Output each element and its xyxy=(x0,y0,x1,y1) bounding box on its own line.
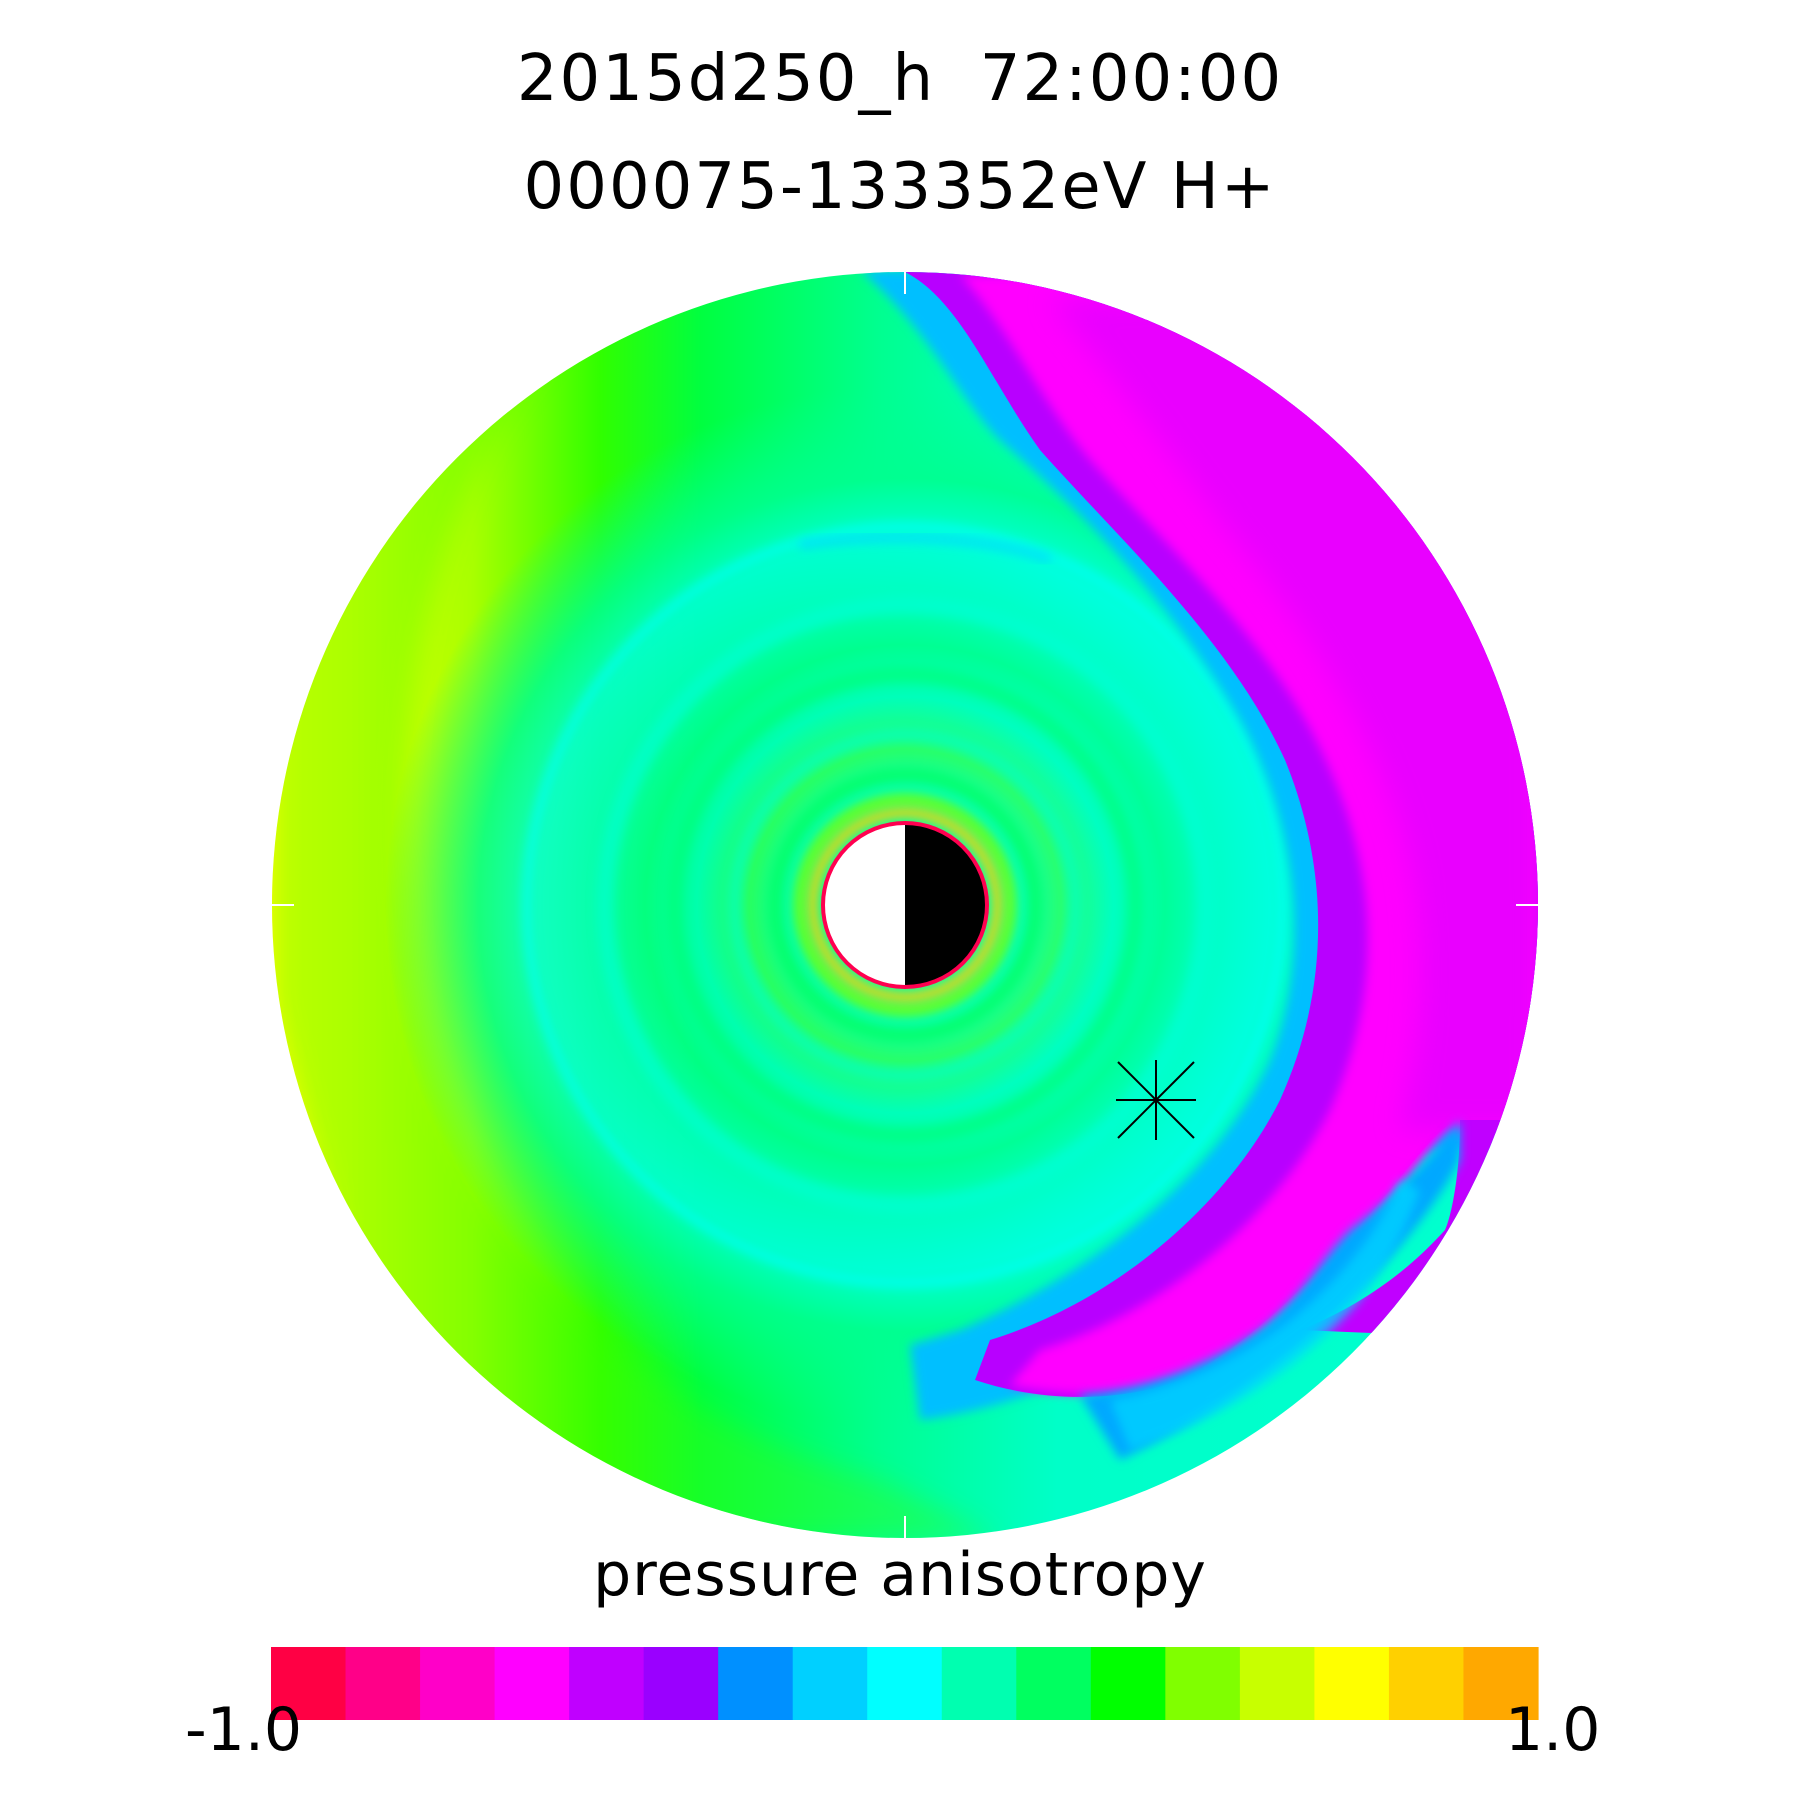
colorbar-max-label: 1.0 xyxy=(1505,1695,1601,1765)
colorbar-segment xyxy=(1388,1647,1465,1720)
colorbar-segment xyxy=(1314,1647,1390,1720)
colorbar-segment xyxy=(1090,1647,1166,1720)
colorbar-min-label: -1.0 xyxy=(185,1695,303,1765)
axis-ticks xyxy=(272,272,1538,1538)
colorbar-segment xyxy=(643,1647,719,1720)
colorbar-segment xyxy=(1463,1647,1539,1720)
colorbar-segment xyxy=(345,1647,421,1720)
colorbar-segment xyxy=(718,1647,794,1720)
title-line-1: 2015d250_h 72:00:00 xyxy=(516,42,1284,116)
colorbar-segment xyxy=(271,1647,347,1720)
colorbar-segment xyxy=(494,1647,570,1720)
colorbar-segment xyxy=(420,1647,496,1720)
asterisk-marker xyxy=(1116,1060,1196,1140)
colorbar-segment xyxy=(792,1647,868,1720)
colorbar xyxy=(271,1647,1539,1720)
earth-icon xyxy=(821,821,989,989)
colorbar-title: pressure anisotropy xyxy=(593,1540,1207,1610)
colorbar-segment xyxy=(569,1647,645,1720)
colorbar-segment xyxy=(1165,1647,1241,1720)
title-line-2: 000075-133352eV H+ xyxy=(523,150,1277,224)
colorbar-segment xyxy=(1239,1647,1316,1720)
colorbar-segment xyxy=(867,1647,943,1720)
colorbar-segment xyxy=(1016,1647,1092,1720)
colorbar-segment xyxy=(941,1647,1017,1720)
